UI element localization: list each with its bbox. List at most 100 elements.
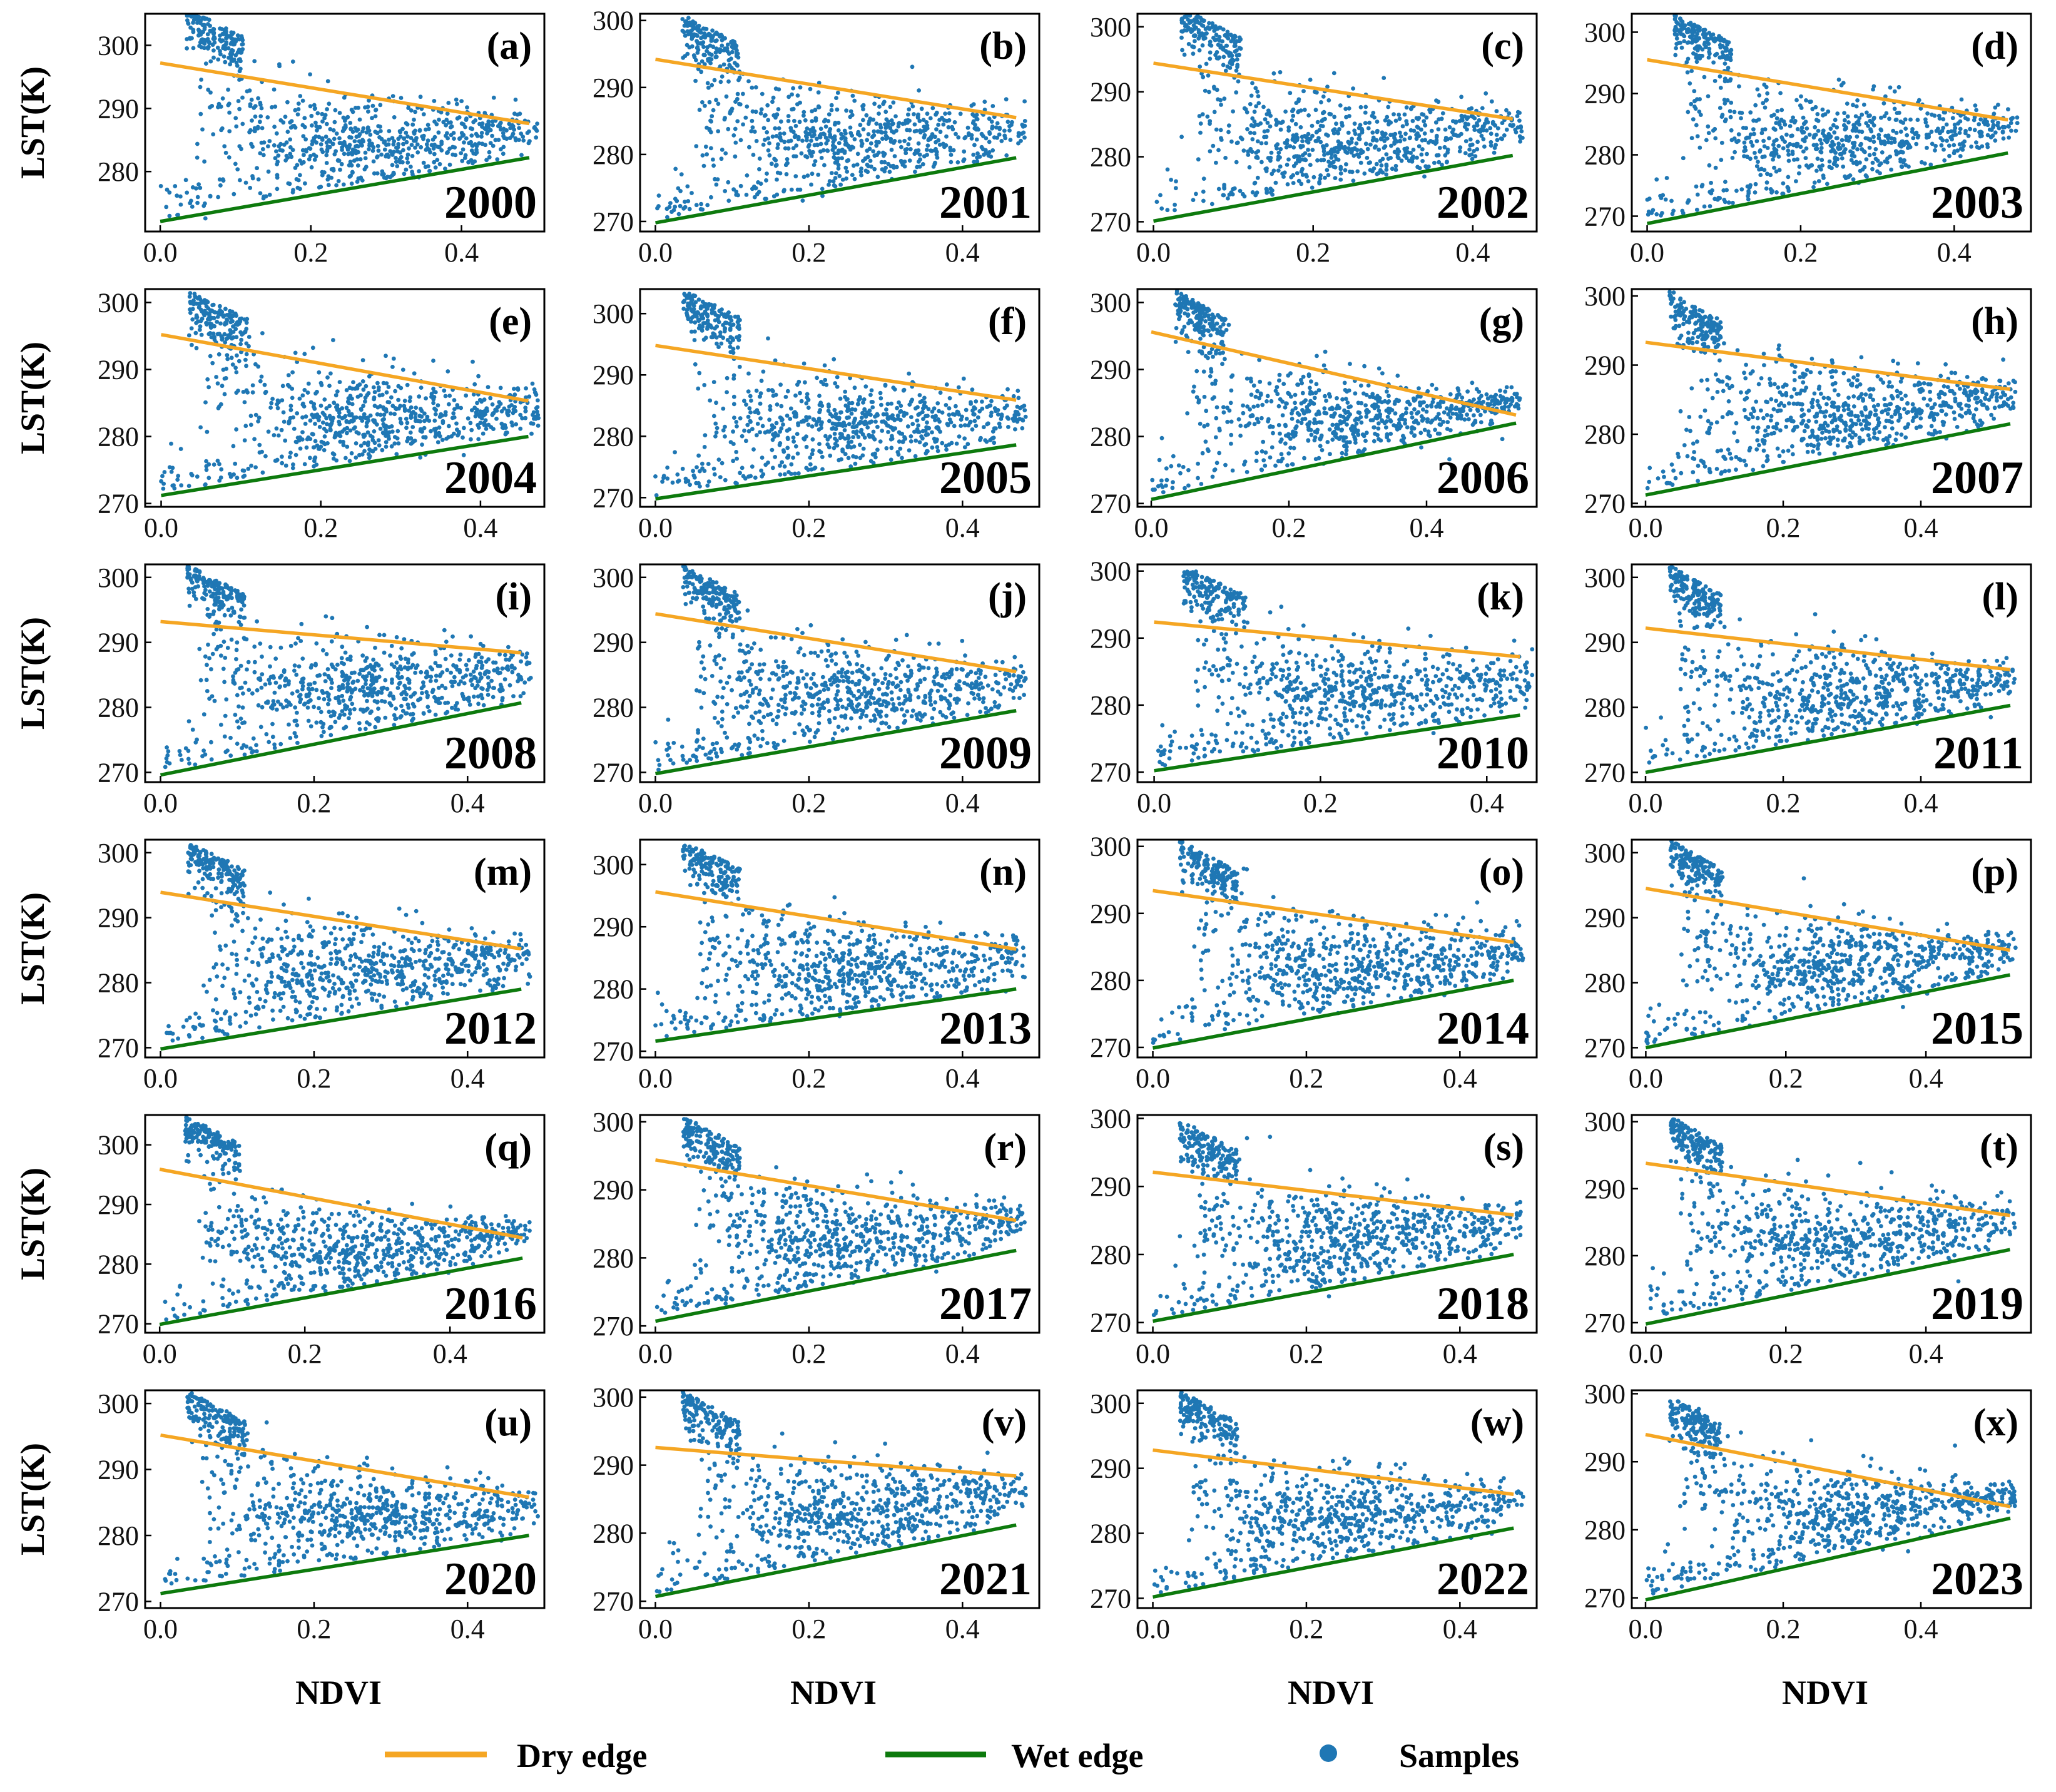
sample-point — [1804, 98, 1808, 103]
sample-point — [725, 390, 729, 395]
sample-point — [695, 51, 700, 55]
sample-point — [244, 320, 249, 325]
sample-point — [475, 400, 479, 405]
sample-point — [337, 136, 342, 141]
sample-point — [786, 94, 791, 99]
sample-point — [447, 394, 452, 398]
sample-point — [372, 395, 377, 400]
sample-point — [1271, 168, 1276, 173]
sample-point — [1174, 179, 1178, 184]
sample-point — [353, 148, 358, 153]
sample-point — [1901, 121, 1906, 125]
sample-point — [775, 177, 779, 182]
sample-point — [1754, 164, 1759, 168]
sample-point — [1346, 146, 1351, 151]
sample-point — [874, 143, 879, 148]
sample-point — [1325, 84, 1330, 89]
sample-point — [700, 328, 705, 333]
sample-point — [218, 402, 223, 407]
sample-point — [425, 123, 430, 128]
sample-point — [476, 437, 481, 442]
sample-point — [364, 384, 369, 389]
sample-point — [804, 401, 809, 405]
sample-point — [848, 109, 853, 114]
sample-point — [916, 141, 921, 146]
sample-point — [296, 107, 301, 111]
sample-point — [434, 432, 439, 437]
samples-series — [1645, 14, 2020, 218]
sample-point — [786, 146, 791, 151]
sample-point — [1404, 156, 1409, 160]
sample-point — [1405, 121, 1409, 126]
sample-point — [682, 298, 687, 303]
sample-point — [1378, 169, 1383, 174]
sample-point — [759, 107, 764, 112]
sample-point — [186, 21, 190, 26]
sample-point — [480, 121, 485, 126]
sample-point — [1213, 38, 1218, 43]
sample-point — [788, 126, 793, 131]
sample-point — [728, 327, 733, 332]
sample-point — [226, 155, 232, 160]
sample-point — [719, 341, 724, 346]
sample-point — [1836, 145, 1841, 150]
sample-point — [1800, 130, 1805, 135]
sample-point — [240, 468, 245, 473]
sample-point — [1765, 171, 1769, 176]
sample-point — [1382, 76, 1387, 80]
sample-point — [363, 150, 368, 155]
sample-point — [956, 385, 961, 390]
sample-point — [700, 153, 705, 158]
sample-point — [861, 158, 865, 163]
sample-point — [828, 434, 832, 439]
sample-point — [1228, 61, 1233, 65]
sample-point — [2015, 121, 2020, 126]
sample-point — [1879, 115, 1883, 120]
sample-point — [196, 33, 201, 38]
sample-point — [859, 166, 863, 171]
sample-point — [240, 95, 245, 100]
sample-point — [1201, 190, 1206, 194]
sample-point — [694, 58, 698, 63]
sample-point — [965, 125, 970, 130]
sample-point — [1444, 160, 1449, 165]
wet-edge-line — [160, 156, 530, 223]
sample-point — [293, 108, 298, 113]
sample-point — [517, 111, 522, 116]
sample-point — [375, 422, 379, 427]
sample-point — [1730, 156, 1735, 160]
sample-point — [1222, 185, 1226, 190]
sample-point — [715, 341, 719, 346]
sample-point — [237, 78, 242, 82]
sample-point — [212, 323, 216, 328]
sample-point — [700, 461, 705, 466]
sample-point — [1952, 123, 1957, 127]
sample-point — [1719, 140, 1724, 145]
sample-point — [389, 444, 394, 449]
sample-point — [782, 140, 787, 145]
sample-point — [401, 141, 405, 146]
sample-point — [917, 165, 922, 169]
sample-point — [822, 132, 827, 137]
sample-point — [705, 81, 710, 86]
sample-point — [2015, 115, 2020, 120]
sample-point — [494, 416, 499, 421]
sample-point — [1209, 43, 1214, 48]
sample-point — [396, 441, 401, 445]
sample-point — [1467, 147, 1472, 152]
sample-point — [1841, 165, 1846, 169]
sample-point — [1280, 120, 1285, 125]
sample-point — [386, 142, 391, 147]
sample-point — [1305, 139, 1310, 144]
sample-point — [902, 138, 907, 143]
sample-point — [773, 358, 778, 363]
sample-point — [216, 57, 221, 62]
sample-point — [1237, 39, 1241, 44]
sample-point — [197, 327, 202, 332]
sample-point — [479, 399, 484, 404]
sample-point — [727, 63, 732, 68]
sample-point — [942, 145, 947, 150]
sample-point — [818, 141, 823, 146]
sample-point — [855, 162, 860, 167]
